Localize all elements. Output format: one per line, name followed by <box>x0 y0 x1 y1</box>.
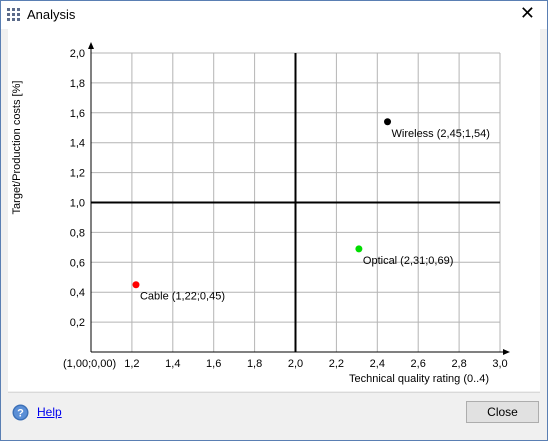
data-point-wireless <box>384 118 392 126</box>
data-point-cable <box>132 281 140 289</box>
chart-area: 1,2 1,4 1,6 1,8 2,0 2,2 2,4 2,6 2,8 3,0 2,0 1,8 1,6 1… <box>8 29 540 391</box>
svg-text:?: ? <box>17 408 24 420</box>
x-tick-label: 2,4 <box>370 358 385 370</box>
data-point-label: Optical (2,31;0,69) <box>363 255 454 267</box>
footer-divider <box>8 392 540 393</box>
data-point-optical <box>355 245 363 253</box>
close-button[interactable]: Close <box>466 401 539 423</box>
y-tick-label: 1,0 <box>70 198 85 210</box>
y-tick-label: 1,6 <box>70 108 85 120</box>
y-tick-label: 2,0 <box>70 48 85 60</box>
window-title: Analysis <box>27 7 76 22</box>
x-tick-label: 3,0 <box>492 358 507 370</box>
x-tick-label: 1,8 <box>247 358 262 370</box>
close-icon[interactable]: ✕ <box>519 3 535 23</box>
x-axis-label: Technical quality rating (0..4) <box>349 373 489 385</box>
x-axis-arrow <box>503 349 510 355</box>
origin-label: (1,00;0,00) <box>63 358 116 370</box>
y-tick-label: 1,8 <box>70 78 85 90</box>
scatter-chart: 1,2 1,4 1,6 1,8 2,0 2,2 2,4 2,6 2,8 3,0 2,0 1,8 1,6 1… <box>11 42 510 385</box>
y-tick-label: 0,4 <box>70 287 85 299</box>
y-tick-label: 1,2 <box>70 168 85 180</box>
y-tick-label: 0,6 <box>70 257 85 269</box>
help-link[interactable]: Help <box>37 405 62 419</box>
y-tick-label: 0,2 <box>70 317 85 329</box>
data-point-label: Cable (1,22;0,45) <box>140 291 225 303</box>
x-tick-label: 1,4 <box>165 358 180 370</box>
x-tick-label: 1,2 <box>124 358 139 370</box>
x-tick-label: 2,6 <box>411 358 426 370</box>
x-tick-label: 2,8 <box>451 358 466 370</box>
y-axis-label: Target/Production costs [%] <box>11 81 23 215</box>
x-tick-label: 2,0 <box>288 358 303 370</box>
y-tick-label: 0,8 <box>70 227 85 239</box>
grid-app-icon <box>7 8 20 21</box>
data-point-label: Wireless (2,45;1,54) <box>392 128 490 140</box>
help-icon[interactable]: ? <box>12 404 29 421</box>
y-axis-arrow <box>88 42 94 49</box>
x-tick-label: 2,2 <box>329 358 344 370</box>
y-tick-label: 1,4 <box>70 138 85 150</box>
title-bar[interactable]: Analysis ✕ <box>1 1 547 29</box>
x-tick-label: 1,6 <box>206 358 221 370</box>
